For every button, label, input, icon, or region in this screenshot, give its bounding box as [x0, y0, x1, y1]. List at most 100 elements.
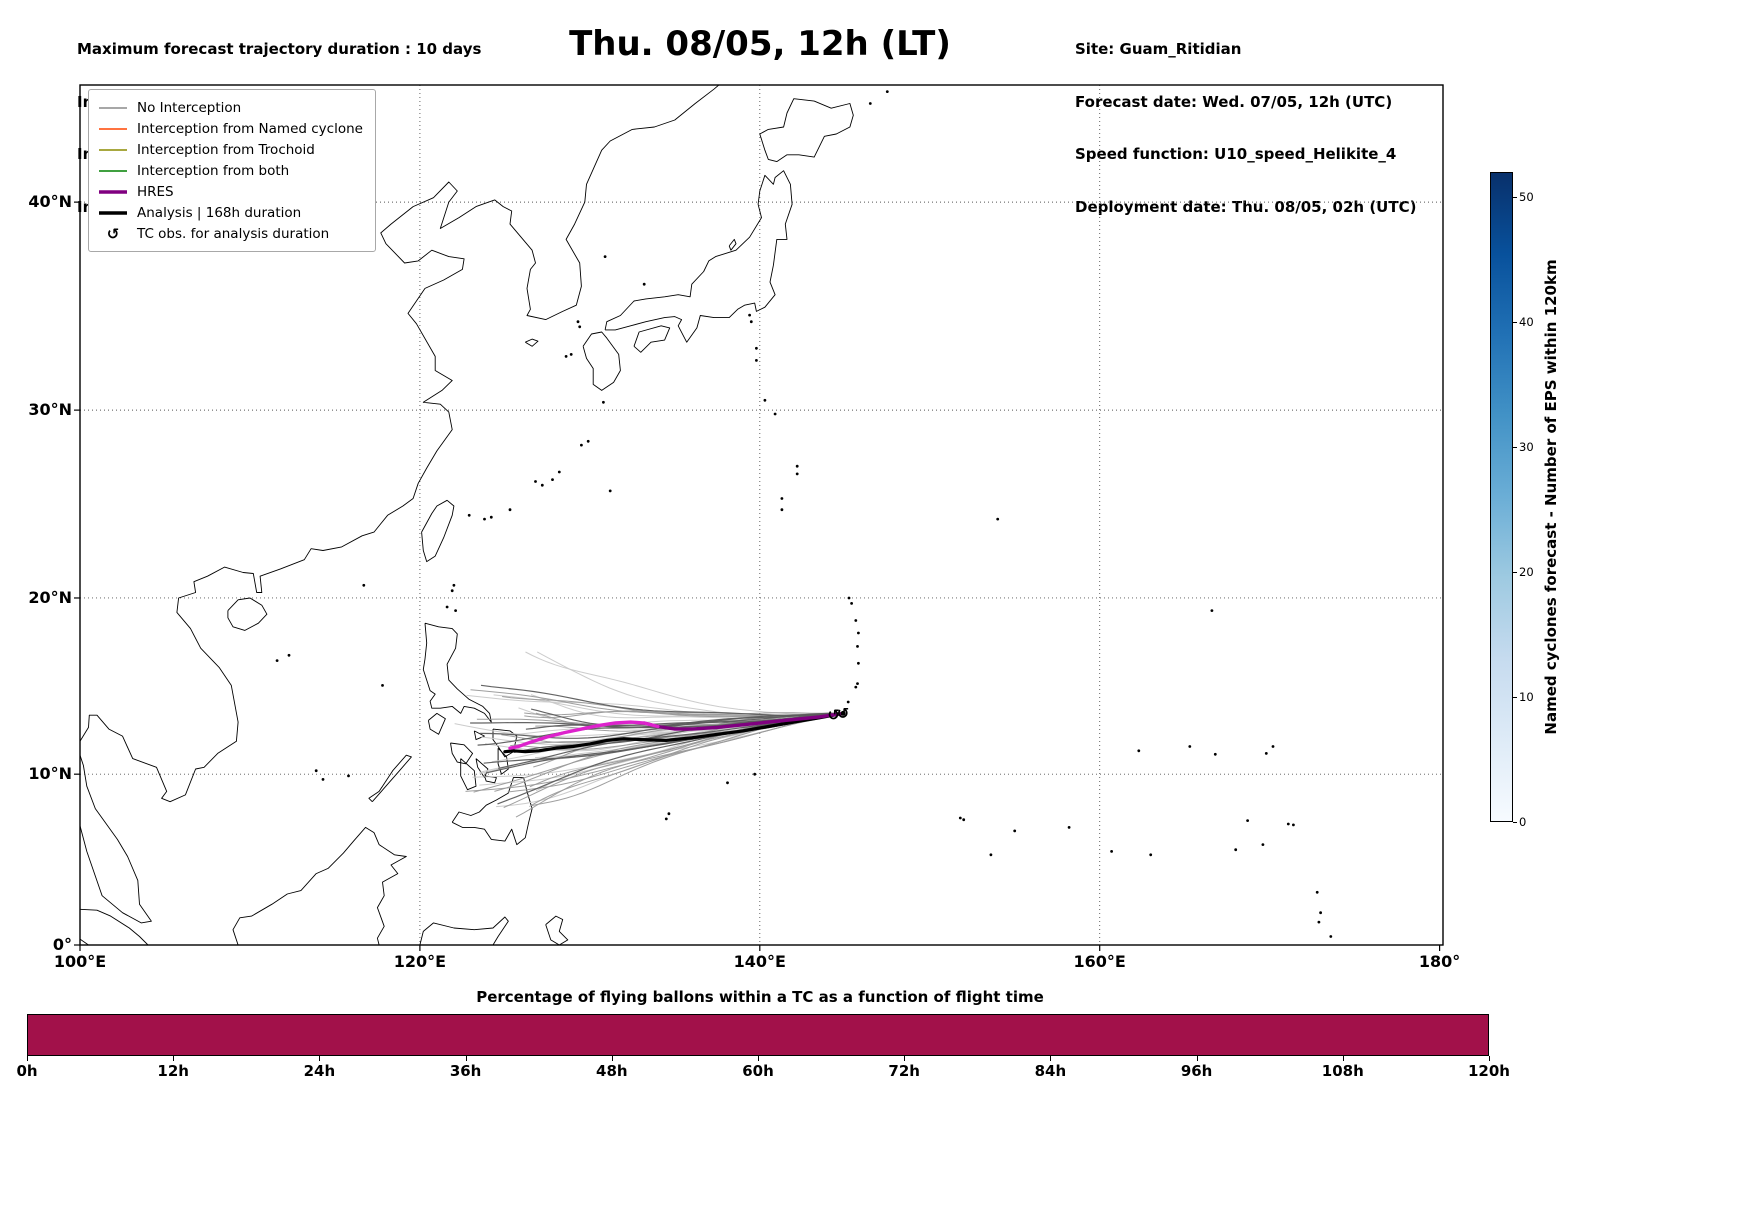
island-dot: [854, 685, 858, 689]
island-dot: [275, 659, 279, 662]
island-dot: [1110, 850, 1113, 853]
island-dot: [748, 313, 751, 317]
bottom-tick-mark: [1196, 1056, 1198, 1061]
island-dot: [958, 816, 962, 820]
black-line-swatch-icon: [99, 210, 127, 215]
purple-line-swatch-icon: [99, 189, 127, 194]
legend-item-tc-obs: ↺ TC obs. for analysis duration: [98, 223, 363, 244]
bottom-tick-mark: [904, 1056, 906, 1061]
legend-item-analysis: Analysis | 168h duration: [98, 202, 363, 223]
x-tick-label: 120°E: [393, 952, 447, 971]
island-dot: [608, 489, 612, 493]
island-dot: [664, 817, 668, 821]
bottom-tick-label: 96h: [1180, 1062, 1213, 1080]
analysis-line: [503, 711, 845, 754]
island-dot: [846, 700, 850, 704]
bottom-tick-label: 60h: [742, 1062, 774, 1080]
bottom-tick-label: 72h: [888, 1062, 920, 1080]
x-tick-label: 180°: [1418, 952, 1461, 971]
bottom-tick-label: 108h: [1321, 1062, 1364, 1080]
coastline-path: [80, 755, 152, 924]
legend-item-both: Interception from both: [98, 160, 363, 181]
plot-border: [79, 84, 1444, 946]
colorbar-tick-label: 40: [1519, 315, 1534, 329]
colorbar-tick-mark: [1513, 572, 1517, 573]
colorbar-tick-mark: [1513, 822, 1517, 823]
coastline-path: [525, 338, 539, 347]
legend-item-trochoid: Interception from Trochoid: [98, 139, 363, 160]
coastline-path: [473, 730, 485, 741]
colorbar-tick-mark: [1513, 697, 1517, 698]
legend-item-named-cyclone: Interception from Named cyclone: [98, 118, 363, 139]
orangered-line-swatch-icon: [99, 127, 127, 130]
colorbar-tick-label: 50: [1519, 190, 1534, 204]
legend-item-hres: HRES: [98, 181, 363, 202]
island-dot: [726, 781, 729, 785]
coastline-path: [450, 742, 474, 765]
island-dot: [314, 769, 318, 773]
gray-line-swatch-icon: [99, 106, 127, 109]
island-dot: [540, 483, 544, 487]
coastline-path: [460, 758, 477, 791]
island-dot: [483, 517, 486, 521]
tc-obs-icon: ↺: [106, 224, 120, 243]
coastline-path: [419, 916, 509, 945]
x-tick-label: 160°E: [1073, 952, 1126, 971]
bottom-tick-mark: [1342, 1056, 1344, 1061]
island-dot: [467, 513, 471, 517]
coastline-path: [759, 98, 854, 163]
island-dot: [667, 812, 671, 816]
island-dot: [347, 774, 350, 778]
island-dot: [962, 818, 966, 822]
island-dot: [1261, 843, 1265, 846]
coastline-path: [80, 938, 89, 945]
island-dot: [454, 609, 457, 612]
map-legend: No Interception Interception from Named …: [88, 89, 376, 252]
coastline-path: [633, 325, 671, 353]
grid-lines: [80, 85, 1443, 945]
coastline-path: [492, 728, 518, 758]
island-dot: [569, 353, 573, 356]
coastline-path: [582, 331, 621, 391]
coastline-path: [80, 908, 149, 945]
island-dot: [1317, 920, 1321, 924]
island-dot: [755, 359, 758, 362]
legend-label: Analysis | 168h duration: [137, 204, 302, 221]
colorbar-label: Named cyclones forecast - Number of EPS …: [1542, 259, 1560, 735]
coastline-path: [451, 777, 533, 846]
island-dot: [1234, 848, 1238, 852]
island-dot: [1137, 749, 1141, 753]
island-dot: [1188, 745, 1192, 748]
speed-function-text: Speed function: U10_speed_Helikite_4: [1075, 145, 1397, 163]
island-dot: [1246, 819, 1249, 822]
colorbar-tick-label: 20: [1519, 565, 1534, 579]
legend-label: Interception from both: [137, 162, 290, 179]
y-tick-label: 0°: [52, 935, 72, 954]
island-dot: [847, 596, 851, 600]
coastline-path: [728, 238, 737, 251]
coastline-path: [421, 499, 455, 563]
legend-label: No Interception: [137, 99, 242, 116]
hres-line: [642, 711, 845, 731]
island-dot: [586, 439, 590, 443]
hres-line-intercept-segment: [508, 720, 660, 750]
island-dot: [763, 398, 767, 402]
island-dot: [1286, 822, 1290, 826]
bottom-tick-mark: [319, 1056, 321, 1061]
map-content: ↺↺: [80, 85, 1333, 945]
island-dot: [534, 480, 537, 483]
island-dot: [780, 508, 784, 512]
bottom-tick-label: 36h: [449, 1062, 482, 1080]
colorbar-tick-mark: [1513, 447, 1517, 448]
island-dot: [551, 478, 554, 481]
site-text: Site: Guam_Ritidian: [1075, 40, 1242, 58]
island-dot: [580, 443, 583, 447]
legend-label: HRES: [137, 183, 174, 200]
island-dot: [452, 583, 456, 587]
coastline-path: [427, 712, 446, 735]
island-dot: [856, 682, 859, 685]
island-dot: [857, 631, 860, 635]
max-duration-text: Maximum forecast trajectory duration : 1…: [77, 40, 482, 58]
coastline-path: [80, 85, 720, 803]
